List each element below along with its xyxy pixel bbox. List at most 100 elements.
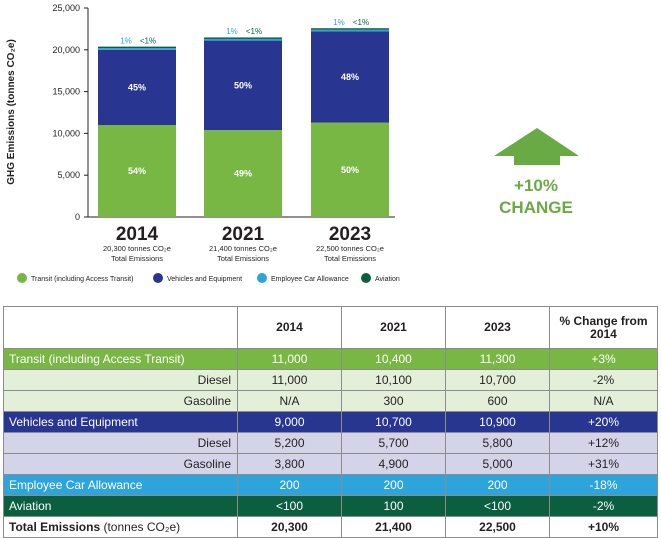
table-row: Diesel 5,200 5,700 5,800 +12%: [3, 432, 658, 454]
row-label: Aviation: [3, 495, 238, 517]
bar-segment-label: 45%: [128, 82, 146, 92]
table-cell: 4,900: [341, 453, 446, 475]
y-tick-label: 0: [75, 212, 80, 222]
table-cell: 3,800: [237, 453, 342, 475]
header-cell: 2021: [341, 306, 446, 349]
y-tick-label: 10,000: [52, 128, 80, 138]
table-row: Transit (including Access Transit) 11,000…: [3, 348, 658, 370]
table-cell: <100: [237, 495, 342, 517]
bar-segment: [98, 46, 176, 49]
table-cell: -2%: [549, 495, 658, 517]
table-cell: N/A: [237, 390, 342, 412]
legend-swatch: [153, 273, 163, 283]
bar-segment: [311, 122, 389, 217]
table-cell: 10,700: [445, 369, 550, 391]
legend-label: Employee Car Allowance: [271, 276, 349, 283]
table-row: Aviation <100 100 <100 -2%: [3, 495, 658, 517]
legend-label: Transit (including Access Transit): [31, 276, 133, 283]
table-cell: 5,800: [445, 432, 550, 454]
bar-segment: [204, 130, 282, 217]
table-row: Diesel 11,000 10,100 10,700 -2%: [3, 369, 658, 391]
category-caption: Total Emissions: [111, 254, 163, 263]
header-cell: 2014: [237, 306, 342, 349]
table-cell: 5,700: [341, 432, 446, 454]
x-tick-label: 2023: [329, 224, 371, 245]
table-cell: 11,000: [237, 369, 342, 391]
legend: Transit (including Access Transit) Vehicl…: [17, 273, 400, 283]
header-cell: [3, 306, 238, 349]
bar-segment-label: 1%: [226, 27, 238, 36]
category-caption: 22,500 tonnes CO₂e: [316, 244, 384, 253]
header-cell: 2023: [445, 306, 550, 349]
header-cell: % Change from 2014: [549, 306, 658, 349]
bar-segment-label: 49%: [234, 169, 252, 179]
table-cell: 11,300: [445, 348, 550, 370]
row-label: Gasoline: [3, 453, 238, 475]
bar-segment: [98, 48, 176, 50]
category-caption: 21,400 tonnes CO₂e: [209, 244, 277, 253]
bar-segment: [204, 38, 282, 41]
change-value: +10%: [514, 176, 558, 195]
bar-segment-label: <1%: [246, 27, 262, 36]
table-cell: -18%: [549, 474, 658, 496]
category-caption: Total Emissions: [217, 254, 269, 263]
row-label: Transit (including Access Transit): [3, 348, 238, 370]
table-cell: 5,200: [237, 432, 342, 454]
row-label: Diesel: [3, 369, 238, 391]
row-label: Gasoline: [3, 390, 238, 412]
table-row: Vehicles and Equipment 9,000 10,700 10,900 +…: [3, 411, 658, 433]
table-cell: 20,300: [237, 516, 342, 538]
bar-segment: [311, 28, 389, 30]
legend-swatch: [361, 273, 371, 283]
category-caption: Total Emissions: [324, 254, 376, 263]
y-axis-label: GHG Emissions (tonnes CO₂e): [6, 39, 17, 185]
table-cell: 5,000: [445, 453, 550, 475]
category-caption: 20,300 tonnes CO₂e: [103, 244, 171, 253]
change-label: CHANGE: [499, 198, 573, 217]
emissions-table: 2014 2021 2023 % Change from 2014 Transi…: [3, 306, 658, 538]
y-tick-label: 15,000: [52, 87, 80, 97]
table-cell: +10%: [549, 516, 658, 538]
change-indicator: +10% CHANGE: [494, 128, 579, 217]
bar-segment-label: 50%: [234, 80, 252, 90]
bar-segment: [98, 49, 176, 126]
x-tick-label: 2021: [222, 224, 265, 245]
bar-segment-label: 1%: [333, 18, 345, 27]
legend-swatch: [17, 273, 27, 283]
table-cell: +12%: [549, 432, 658, 454]
table-cell: N/A: [549, 390, 658, 412]
bar-stacks: 54% 45% 1% <1% 49% 50% 1% <1% 50% 48% 1% <1%: [98, 18, 389, 217]
table-cell: 21,400: [341, 516, 446, 538]
total-label: Total Emissions (tonnes CO₂e): [3, 516, 238, 538]
bar-segment: [98, 125, 176, 217]
bar-segment: [204, 37, 282, 39]
table-cell: 10,900: [445, 411, 550, 433]
table-cell: 10,100: [341, 369, 446, 391]
emissions-chart: 0 5,000 10,000 15,000 20,000 25,000 GHG Emissi…: [6, 3, 579, 283]
legend-label: Aviation: [375, 276, 400, 283]
table-cell: 300: [341, 390, 446, 412]
total-row: Total Emissions (tonnes CO₂e) 20,300 21,…: [3, 516, 658, 538]
up-arrow-icon: [494, 128, 579, 165]
table-cell: +20%: [549, 411, 658, 433]
bar-segment-label: <1%: [353, 18, 369, 27]
bar-segment: [311, 31, 389, 123]
legend-label: Vehicles and Equipment: [167, 276, 242, 283]
table-cell: 9,000: [237, 411, 342, 433]
table-row: Gasoline N/A 300 600 N/A: [3, 390, 658, 412]
bar-segment: [204, 40, 282, 131]
table-cell: 200: [237, 474, 342, 496]
y-tick-label: 25,000: [52, 3, 80, 13]
table-cell: +31%: [549, 453, 658, 475]
bar-segment-label: 50%: [341, 165, 359, 175]
bar-segment-label: 54%: [128, 166, 146, 176]
table-cell: 100: [341, 495, 446, 517]
table-cell: <100: [445, 495, 550, 517]
row-label: Employee Car Allowance: [3, 474, 238, 496]
table-cell: 10,400: [341, 348, 446, 370]
table-cell: 200: [445, 474, 550, 496]
table-cell: 11,000: [237, 348, 342, 370]
bar-segment-label: 48%: [341, 72, 359, 82]
table-cell: -2%: [549, 369, 658, 391]
